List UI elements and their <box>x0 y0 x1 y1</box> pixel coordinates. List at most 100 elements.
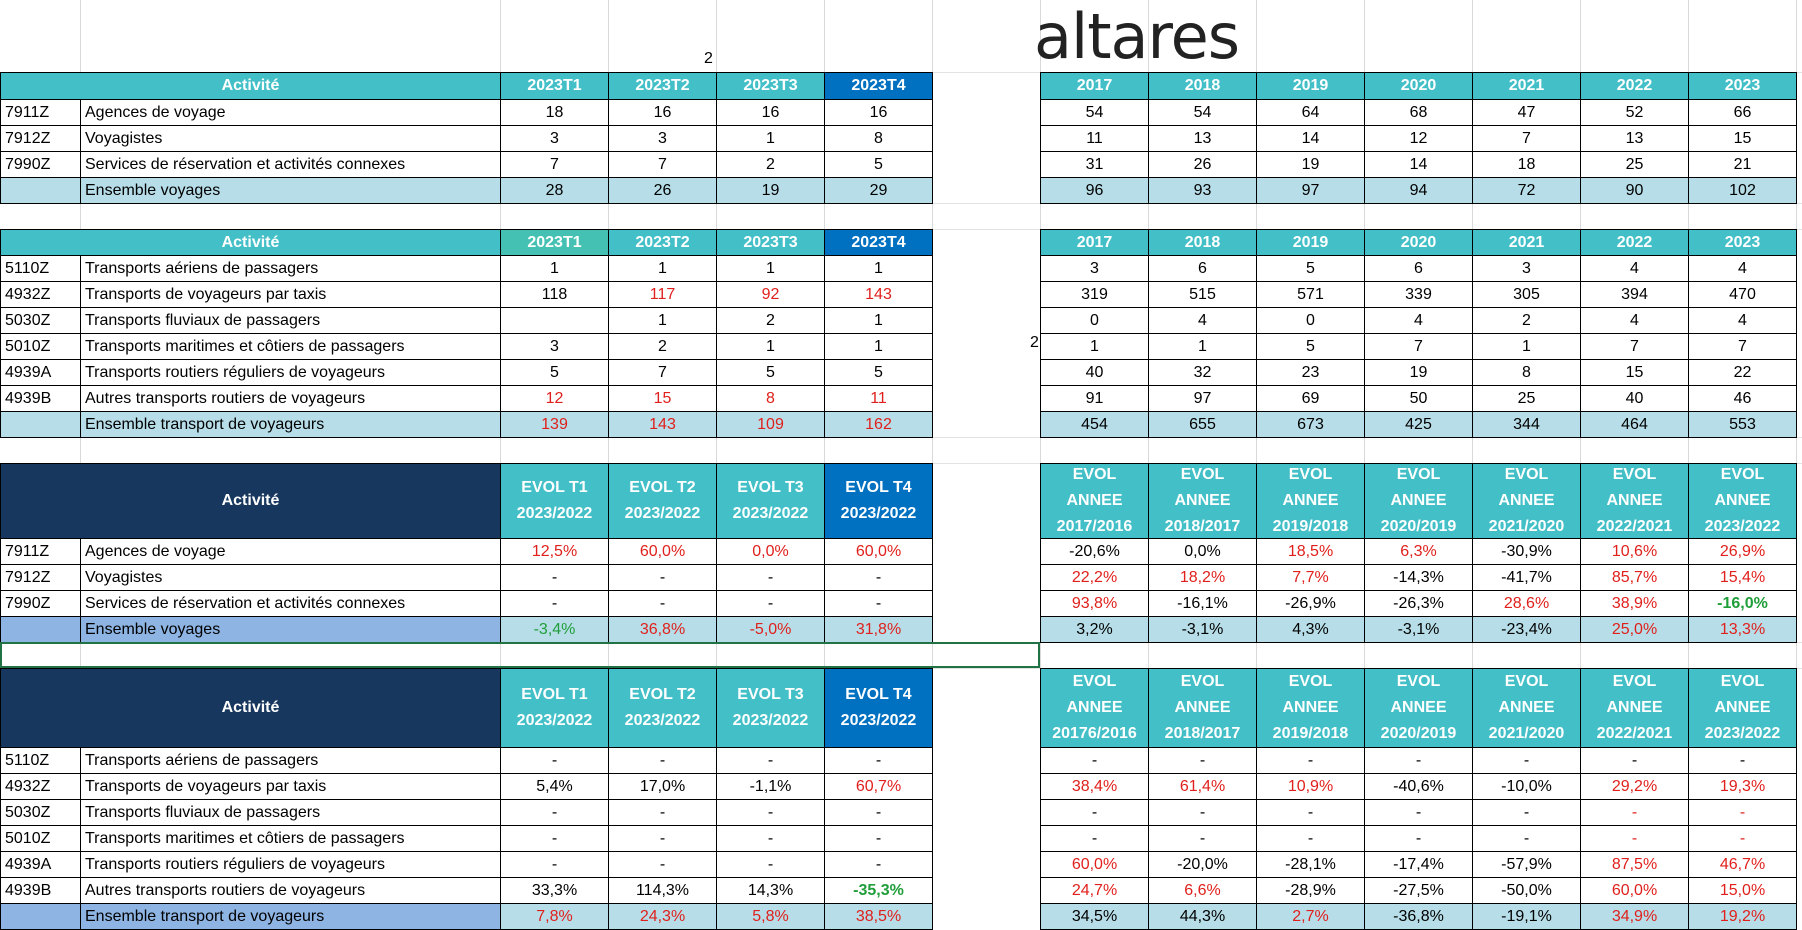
total-label-cell[interactable]: Ensemble transport de voyageurs <box>80 903 501 930</box>
quarter-header[interactable]: EVOL T1 2023/2022 <box>500 463 609 539</box>
activity-header[interactable]: Activité <box>0 72 501 100</box>
year-value-cell[interactable]: 0 <box>1040 307 1149 334</box>
year-value-cell[interactable]: - <box>1148 799 1257 826</box>
year-header[interactable]: EVOL ANNEE 2023/2022 <box>1688 463 1797 539</box>
quarter-value-cell[interactable]: 2 <box>716 151 825 178</box>
year-value-cell[interactable]: 47 <box>1472 99 1581 126</box>
quarter-value-cell[interactable]: - <box>716 825 825 852</box>
quarter-value-cell[interactable]: 1 <box>824 333 933 360</box>
quarter-value-cell[interactable]: 109 <box>716 411 825 438</box>
year-value-cell[interactable]: 40 <box>1040 359 1149 386</box>
quarter-value-cell[interactable]: 1 <box>716 333 825 360</box>
activity-label-cell[interactable]: Autres transports routiers de voyageurs <box>80 877 501 904</box>
year-value-cell[interactable]: 97 <box>1148 385 1257 412</box>
year-header[interactable]: EVOL ANNEE 2018/2017 <box>1148 668 1257 748</box>
quarter-value-cell[interactable]: 19 <box>716 177 825 204</box>
year-value-cell[interactable]: -28,9% <box>1256 877 1365 904</box>
year-value-cell[interactable]: 72 <box>1472 177 1581 204</box>
quarter-header[interactable]: 2023T2 <box>608 229 717 256</box>
year-value-cell[interactable]: 93 <box>1148 177 1257 204</box>
year-value-cell[interactable]: 14 <box>1256 125 1365 152</box>
activity-code-cell[interactable] <box>0 177 81 204</box>
selected-cell-range[interactable] <box>0 642 1040 668</box>
year-header[interactable]: 2020 <box>1364 72 1473 100</box>
year-value-cell[interactable]: 673 <box>1256 411 1365 438</box>
year-value-cell[interactable]: -3,1% <box>1148 616 1257 643</box>
year-value-cell[interactable]: - <box>1148 825 1257 852</box>
quarter-header[interactable]: 2023T2 <box>608 72 717 100</box>
quarter-value-cell[interactable]: 8 <box>824 125 933 152</box>
year-value-cell[interactable]: 13 <box>1580 125 1689 152</box>
quarter-value-cell[interactable]: - <box>716 851 825 878</box>
activity-label-cell[interactable]: Agences de voyage <box>80 538 501 565</box>
year-value-cell[interactable]: 4 <box>1364 307 1473 334</box>
activity-label-cell[interactable]: Services de réservation et activités con… <box>80 590 501 617</box>
quarter-value-cell[interactable]: - <box>500 747 609 774</box>
activity-label-cell[interactable]: Agences de voyage <box>80 99 501 126</box>
quarter-value-cell[interactable]: 60,0% <box>608 538 717 565</box>
year-value-cell[interactable]: 66 <box>1688 99 1797 126</box>
quarter-header[interactable]: 2023T1 <box>500 229 609 256</box>
year-value-cell[interactable]: 54 <box>1148 99 1257 126</box>
year-value-cell[interactable]: 553 <box>1688 411 1797 438</box>
quarter-value-cell[interactable]: - <box>500 799 609 826</box>
year-value-cell[interactable]: 7 <box>1688 333 1797 360</box>
year-value-cell[interactable]: -19,1% <box>1472 903 1581 930</box>
quarter-value-cell[interactable]: - <box>608 851 717 878</box>
total-label-cell[interactable]: Ensemble voyages <box>80 177 501 204</box>
year-value-cell[interactable]: 6,6% <box>1148 877 1257 904</box>
year-value-cell[interactable]: 94 <box>1364 177 1473 204</box>
year-value-cell[interactable]: 7 <box>1472 125 1581 152</box>
year-value-cell[interactable]: 15 <box>1688 125 1797 152</box>
year-value-cell[interactable]: - <box>1256 825 1365 852</box>
activity-header[interactable]: Activité <box>0 229 501 256</box>
year-value-cell[interactable]: 85,7% <box>1580 564 1689 591</box>
activity-code-cell[interactable]: 7911Z <box>0 99 81 126</box>
activity-header[interactable]: Activité <box>0 668 501 748</box>
year-value-cell[interactable]: 4 <box>1148 307 1257 334</box>
quarter-value-cell[interactable]: 15 <box>608 385 717 412</box>
year-value-cell[interactable]: 3,2% <box>1040 616 1149 643</box>
year-value-cell[interactable]: - <box>1580 825 1689 852</box>
quarter-value-cell[interactable]: - <box>608 825 717 852</box>
year-value-cell[interactable]: 7 <box>1364 333 1473 360</box>
quarter-value-cell[interactable]: - <box>824 851 933 878</box>
quarter-value-cell[interactable]: -35,3% <box>824 877 933 904</box>
quarter-value-cell[interactable]: 7 <box>608 151 717 178</box>
quarter-value-cell[interactable]: 29 <box>824 177 933 204</box>
year-value-cell[interactable]: - <box>1472 799 1581 826</box>
year-value-cell[interactable]: 0 <box>1256 307 1365 334</box>
year-header[interactable]: 2023 <box>1688 229 1797 256</box>
activity-code-cell[interactable]: 5110Z <box>0 255 81 282</box>
quarter-value-cell[interactable]: 5,8% <box>716 903 825 930</box>
year-header[interactable]: EVOL ANNEE 20176/2016 <box>1040 668 1149 748</box>
year-header[interactable]: EVOL ANNEE 2018/2017 <box>1148 463 1257 539</box>
quarter-value-cell[interactable]: 8 <box>716 385 825 412</box>
year-header[interactable]: EVOL ANNEE 2019/2018 <box>1256 463 1365 539</box>
activity-code-cell[interactable]: 5010Z <box>0 333 81 360</box>
year-header[interactable]: EVOL ANNEE 2021/2020 <box>1472 463 1581 539</box>
year-value-cell[interactable]: 13,3% <box>1688 616 1797 643</box>
year-value-cell[interactable]: - <box>1688 799 1797 826</box>
year-header[interactable]: 2020 <box>1364 229 1473 256</box>
quarter-header[interactable]: EVOL T1 2023/2022 <box>500 668 609 748</box>
quarter-header[interactable]: 2023T1 <box>500 72 609 100</box>
activity-code-cell[interactable]: 4939A <box>0 851 81 878</box>
year-value-cell[interactable]: 8 <box>1472 359 1581 386</box>
quarter-value-cell[interactable]: 1 <box>716 255 825 282</box>
quarter-value-cell[interactable]: 5 <box>824 151 933 178</box>
quarter-value-cell[interactable]: 117 <box>608 281 717 308</box>
year-value-cell[interactable]: -3,1% <box>1364 616 1473 643</box>
quarter-value-cell[interactable]: - <box>500 590 609 617</box>
year-header[interactable]: 2021 <box>1472 72 1581 100</box>
year-value-cell[interactable]: 25,0% <box>1580 616 1689 643</box>
year-value-cell[interactable]: -10,0% <box>1472 773 1581 800</box>
activity-code-cell[interactable]: 7911Z <box>0 538 81 565</box>
year-value-cell[interactable]: - <box>1688 825 1797 852</box>
quarter-value-cell[interactable]: 38,5% <box>824 903 933 930</box>
year-value-cell[interactable]: 69 <box>1256 385 1365 412</box>
year-value-cell[interactable]: 102 <box>1688 177 1797 204</box>
year-value-cell[interactable]: 454 <box>1040 411 1149 438</box>
year-value-cell[interactable]: 29,2% <box>1580 773 1689 800</box>
quarter-value-cell[interactable]: 92 <box>716 281 825 308</box>
